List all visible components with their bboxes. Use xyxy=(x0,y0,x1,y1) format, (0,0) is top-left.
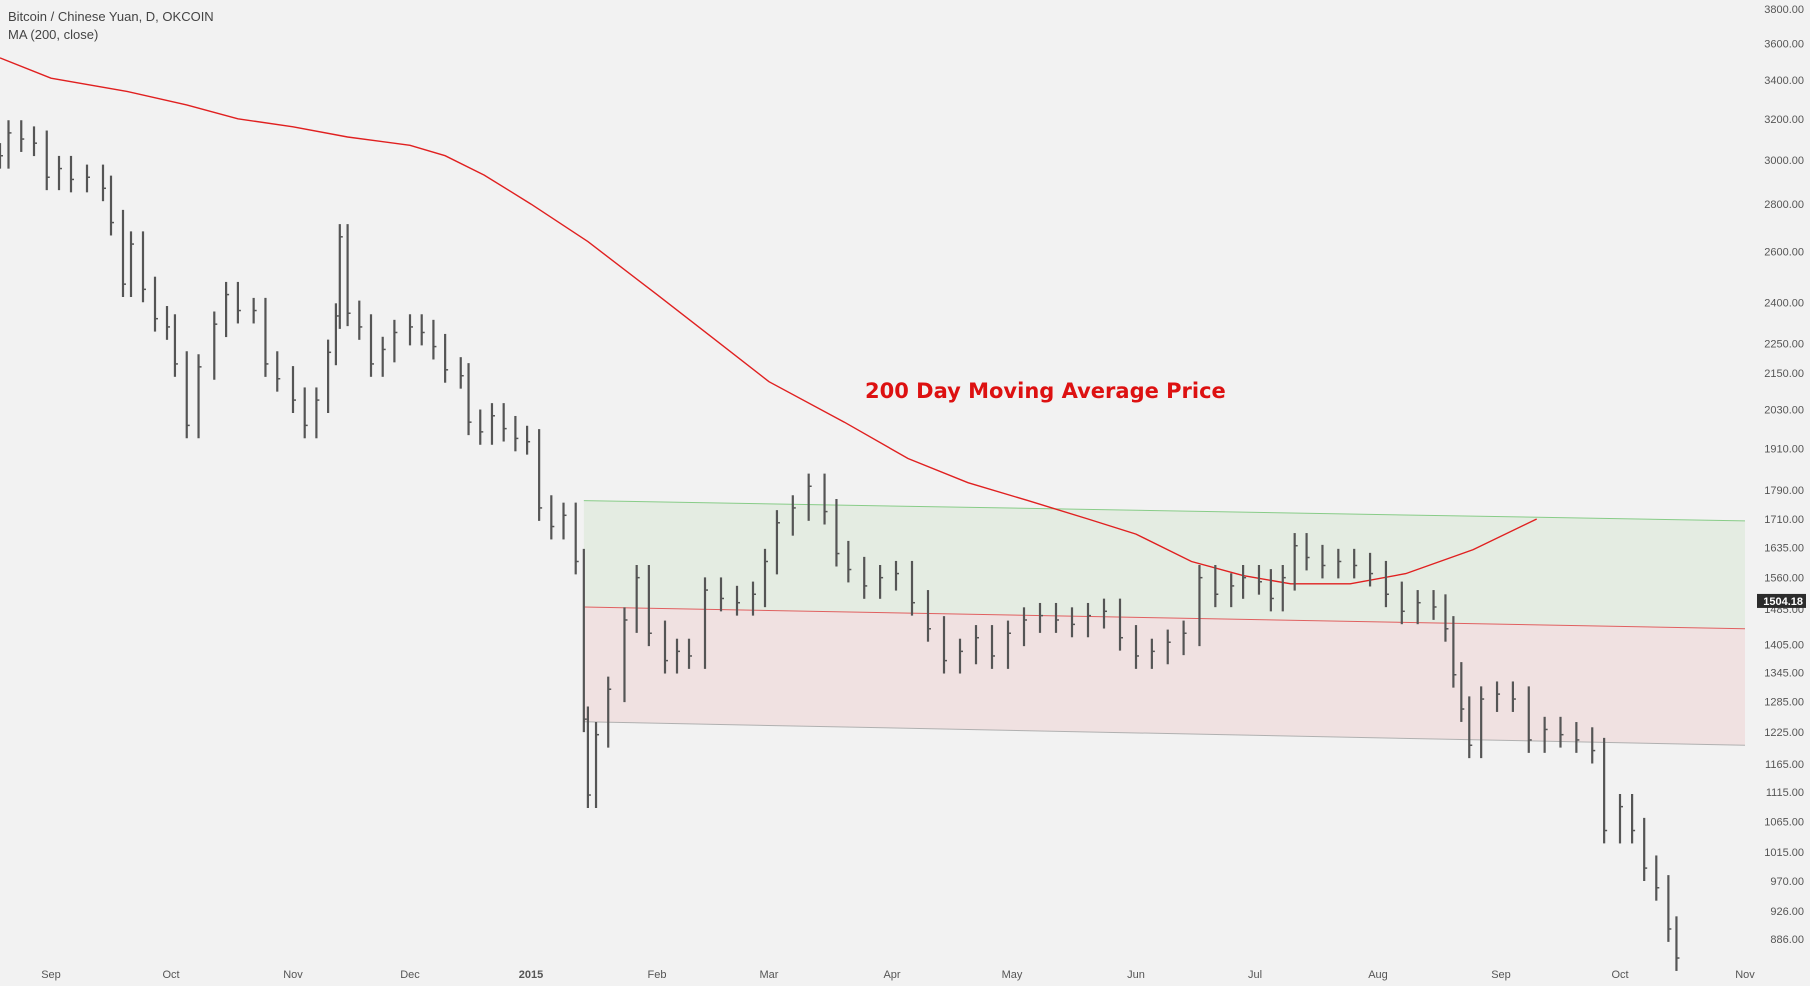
y-tick-label: 1405.00 xyxy=(1764,640,1804,652)
x-tick-label: May xyxy=(1002,969,1023,981)
red-zone xyxy=(583,606,1746,746)
x-tick-label: Feb xyxy=(648,969,667,981)
y-tick-label: 1635.00 xyxy=(1764,543,1804,555)
x-tick-label: Mar xyxy=(760,969,779,981)
current-price-label: 1504.18 xyxy=(1763,596,1803,608)
y-tick-label: 3400.00 xyxy=(1764,75,1804,87)
annotation-ma-label: 200 Day Moving Average Price xyxy=(865,379,1226,403)
y-tick-label: 1115.00 xyxy=(1766,787,1804,799)
y-tick-label: 2600.00 xyxy=(1764,246,1804,258)
y-tick-label: 1015.00 xyxy=(1764,847,1804,859)
current-price-tag xyxy=(1757,593,1806,608)
x-tick-label: Sep xyxy=(1491,969,1511,981)
y-tick-label: 1560.00 xyxy=(1764,573,1804,585)
lower-trend-line xyxy=(583,721,1746,746)
y-tick-label: 2400.00 xyxy=(1764,298,1804,310)
x-tick-label: 2015 xyxy=(519,969,543,981)
green-zone xyxy=(583,500,1746,629)
ma-200-line xyxy=(0,57,1538,585)
y-tick-label: 2250.00 xyxy=(1764,339,1804,351)
upper-trend-line xyxy=(583,500,1746,522)
y-tick-label: 1345.00 xyxy=(1764,667,1804,679)
y-tick-label: 2030.00 xyxy=(1764,404,1804,416)
y-tick-label: 1165.00 xyxy=(1765,759,1804,771)
y-tick-label: 3800.00 xyxy=(1764,4,1804,16)
y-tick-label: 886.00 xyxy=(1770,934,1804,946)
y-tick-label: 926.00 xyxy=(1770,906,1804,918)
y-tick-label: 3200.00 xyxy=(1764,114,1804,126)
x-tick-label: Sep xyxy=(41,969,61,981)
y-tick-label: 1285.00 xyxy=(1764,697,1804,709)
x-tick-label: Apr xyxy=(883,969,900,981)
x-tick-label: Jun xyxy=(1127,969,1145,981)
y-tick-label: 2800.00 xyxy=(1764,199,1804,211)
x-tick-label: Dec xyxy=(400,969,420,981)
y-tick-label: 3600.00 xyxy=(1764,39,1804,51)
x-tick-label: Aug xyxy=(1368,969,1388,981)
y-tick-label: 3000.00 xyxy=(1764,155,1804,167)
y-tick-label: 2150.00 xyxy=(1764,368,1804,380)
legend-indicator: MA (200, close) xyxy=(8,27,99,42)
y-tick-label: 1065.00 xyxy=(1764,816,1804,828)
middle-trend-line xyxy=(583,606,1746,630)
y-tick-label: 1225.00 xyxy=(1764,727,1804,739)
legend-symbol: Bitcoin / Chinese Yuan, D, OKCOIN xyxy=(8,9,214,24)
x-tick-label: Oct xyxy=(1611,969,1628,981)
x-tick-label: Jul xyxy=(1248,969,1262,981)
y-tick-label: 1710.00 xyxy=(1764,514,1804,526)
x-tick-label: Nov xyxy=(283,969,303,981)
x-tick-label: Oct xyxy=(162,969,179,981)
x-tick-label: Nov xyxy=(1735,969,1755,981)
y-tick-label: 970.00 xyxy=(1770,876,1804,888)
y-tick-label: 1910.00 xyxy=(1764,443,1804,455)
legend: Bitcoin / Chinese Yuan, D, OKCOIN MA (20… xyxy=(8,8,214,44)
y-tick-label: 1790.00 xyxy=(1764,485,1804,497)
